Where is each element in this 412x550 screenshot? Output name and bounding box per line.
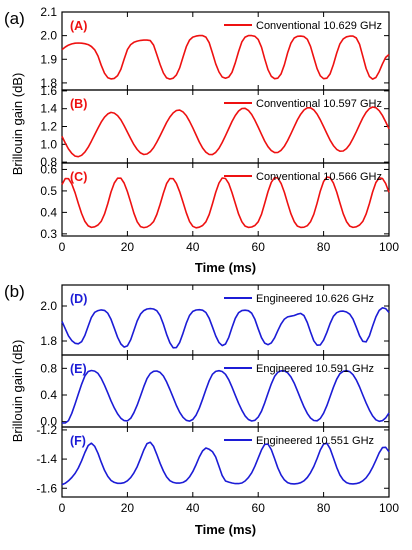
y-tick-label: -1.2: [36, 423, 57, 437]
series-line: [61, 106, 390, 158]
y-tick-label: 1.8: [40, 334, 57, 348]
legend-label: Engineered 10.551 GHz: [256, 435, 374, 447]
x-tick-label: 100: [379, 501, 399, 515]
y-axis-label: Brillouin gain (dB): [10, 73, 25, 176]
x-tick-label: 20: [121, 501, 135, 515]
y-tick-label: 2.1: [40, 5, 57, 19]
subplot-a: 1.8 1.9 2.0 2.1 (A) Conventional 10.629 GHz: [40, 5, 390, 91]
panel-label: (A): [70, 19, 87, 33]
x-tick-label: 40: [186, 240, 200, 254]
x-tick-label: 80: [317, 501, 331, 515]
x-tick-label: 20: [121, 240, 135, 254]
x-axis-label: Time (ms): [195, 260, 256, 275]
y-tick-label: 1.6: [40, 84, 57, 98]
y-tick-label: -1.6: [36, 481, 57, 495]
y-tick-label: 1.2: [40, 120, 57, 134]
series-line: [61, 176, 390, 229]
legend-label: Conventional 10.629 GHz: [256, 20, 382, 32]
x-tick-label: 100: [379, 240, 399, 254]
plot-frame: [61, 162, 390, 237]
y-tick-label: 2.0: [40, 299, 57, 313]
x-tick-label: 80: [317, 240, 331, 254]
series-line: [61, 34, 390, 80]
legend-label: Conventional 10.566 GHz: [256, 171, 382, 183]
subplot-c: 0.3 0.4 0.5 0.6 (C) Conventional 10.566 GHz 0 2…: [40, 162, 399, 254]
legend-label: Conventional 10.597 GHz: [256, 98, 382, 110]
y-tick-label: 0.5: [40, 184, 57, 198]
y-tick-label: 0.4: [40, 205, 57, 219]
legend-label: Engineered 10.626 GHz: [256, 293, 374, 305]
y-tick-label: 0.6: [40, 162, 57, 176]
series-line: [62, 369, 390, 424]
x-axis-label: Time (ms): [195, 522, 256, 537]
panel-label: (B): [70, 97, 87, 111]
x-tick-label: 0: [59, 240, 66, 254]
panel-tag-b: (b): [4, 282, 25, 301]
series-line: [61, 306, 390, 349]
panel-tag-a: (a): [4, 9, 25, 28]
panel-label: (D): [70, 292, 87, 306]
y-tick-label: 1.9: [40, 52, 57, 66]
panel-label: (C): [70, 170, 87, 184]
y-tick-label: 0.0: [40, 415, 57, 429]
y-axis-label: Brillouin gain (dB): [10, 340, 25, 443]
x-tick-label: 0: [59, 501, 66, 515]
y-tick-label: 0.8: [40, 155, 57, 169]
x-tick-label: 60: [252, 240, 266, 254]
y-tick-label: 2.0: [40, 29, 57, 43]
subplot-b: 0.8 1.0 1.2 1.4 1.6 (B) Conventional 10.597 GH…: [40, 84, 390, 169]
y-tick-label: 1.4: [40, 102, 57, 116]
x-tick-label: 60: [252, 501, 266, 515]
subplot-f: -1.6 -1.4 -1.2 (F) Engineered 10.551 GHz 0 20 4…: [36, 423, 399, 515]
y-tick-label: 0.4: [40, 388, 57, 402]
panel-label: (F): [70, 434, 86, 448]
plot-frame: [61, 426, 390, 498]
panel-label: (E): [70, 362, 87, 376]
plots-layer: 1.8 1.9 2.0 2.1 (A) Conventional 10.629 GHz 0.…: [10, 5, 399, 537]
x-tick-label: 40: [186, 501, 200, 515]
y-tick-label: 0.8: [40, 361, 57, 375]
subplot-d: 1.8 2.0 (D) Engineered 10.626 GHz: [40, 284, 390, 356]
series-line: [61, 441, 390, 486]
y-tick-label: 0.3: [40, 227, 57, 241]
y-tick-label: -1.4: [36, 452, 57, 466]
y-tick-label: 1.0: [40, 137, 57, 151]
legend-label: Engineered 10.591 GHz: [256, 363, 374, 375]
y-tick-label: 1.8: [40, 76, 57, 90]
subplot-e: 0.0 0.4 0.8 (E) Engineered 10.591 GHz: [40, 354, 390, 429]
